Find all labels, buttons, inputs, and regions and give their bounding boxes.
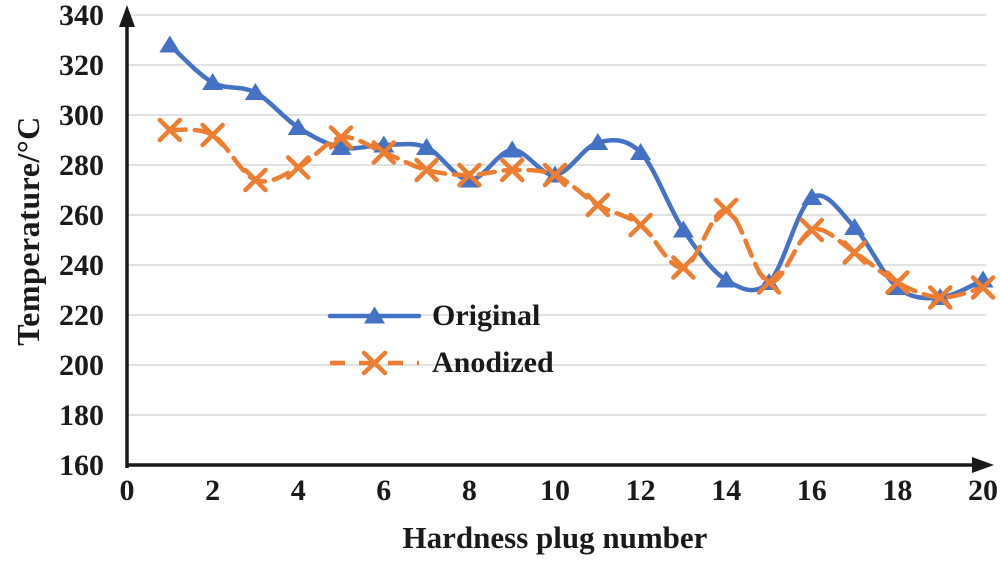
x-tick-label: 0: [120, 474, 135, 507]
series-line-anodized: [167, 127, 986, 300]
y-tick-label: 160: [59, 449, 104, 482]
legend: Original Anodized: [327, 292, 554, 386]
x-tick-label: 20: [968, 474, 998, 507]
x-tick-label: 16: [797, 474, 827, 507]
y-tick-label: 180: [59, 399, 104, 432]
series-markers-anodized: [157, 117, 996, 310]
legend-item-anodized: Anodized: [327, 339, 554, 386]
y-axis-title: Temperature/°C: [10, 116, 46, 346]
anodized-series-swatch-icon: [330, 350, 419, 375]
x-axis-arrow-icon: [972, 457, 994, 473]
tick-labels: 160 180 200 220 240 260 280 300 320 340 0 2 4 6 8 10 12 1…: [59, 0, 998, 507]
x-tick-label: 10: [540, 474, 570, 507]
x-tick-label: 6: [376, 474, 391, 507]
x-axis-title: Hardness plug number: [402, 520, 708, 555]
y-tick-label: 220: [59, 299, 104, 332]
legend-label-anodized: Anodized: [432, 345, 554, 379]
axes: [119, 5, 994, 473]
y-tick-label: 340: [59, 0, 104, 32]
x-tick-label: 18: [882, 474, 912, 507]
y-tick-label: 200: [59, 349, 104, 382]
x-tick-label: 8: [462, 474, 477, 507]
legend-item-original: Original: [327, 292, 554, 339]
original-series-swatch-icon: [327, 306, 422, 323]
gridlines: [127, 14, 986, 416]
y-tick-label: 300: [59, 99, 104, 132]
x-tick-label: 14: [711, 474, 741, 507]
x-tick-label: 4: [291, 474, 306, 507]
y-tick-label: 240: [59, 249, 104, 282]
series-anodized: [157, 117, 996, 310]
y-axis-arrow-icon: [119, 5, 135, 27]
x-tick-label: 2: [205, 474, 220, 507]
y-tick-label: 280: [59, 149, 104, 182]
x-tick-label: 12: [626, 474, 656, 507]
y-tick-label: 260: [59, 199, 104, 232]
y-tick-label: 320: [59, 49, 104, 82]
legend-label-original: Original: [432, 298, 541, 332]
